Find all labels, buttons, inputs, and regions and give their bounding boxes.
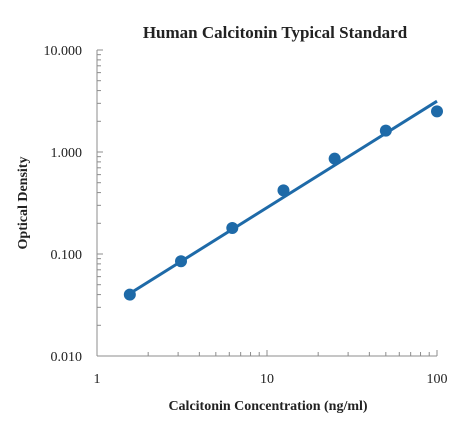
y-tick-labels: 0.010 0.100 1.000 10.000 [44,44,83,365]
x-axis-label: Calcitonin Concentration (ng/ml) [168,399,367,414]
x-tick-label: 10 [260,372,274,387]
minor-ticks [96,49,438,357]
data-point [431,105,443,118]
data-point [226,221,239,234]
data-points [123,105,443,301]
y-axis-label: Optical Density [16,157,31,250]
y-tick-label: 1.000 [51,146,83,161]
axes [96,50,437,357]
y-tick-label: 10.000 [44,44,83,59]
chart-title: Human Calcitonin Typical Standard [143,23,408,42]
x-tick-label: 1 [94,372,101,387]
y-tick-label: 0.010 [51,350,83,365]
data-point [379,124,392,137]
y-tick-label: 0.100 [51,248,83,263]
data-point [328,152,341,165]
x-tick-label: 100 [427,372,448,387]
data-point [123,288,136,301]
data-point [175,255,188,268]
data-point [277,184,290,197]
x-tick-labels: 1 10 100 [94,372,448,387]
